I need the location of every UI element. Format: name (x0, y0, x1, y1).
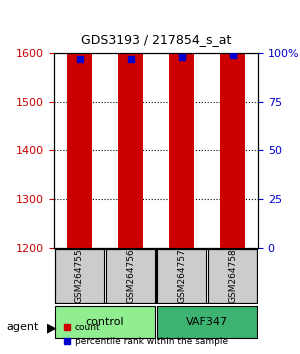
Point (77, 56, 82, 62)
FancyBboxPatch shape (157, 306, 257, 338)
Text: agent: agent (6, 322, 38, 332)
FancyBboxPatch shape (157, 249, 206, 303)
Text: GSM264756: GSM264756 (126, 249, 135, 303)
Text: GSM264757: GSM264757 (177, 249, 186, 303)
Text: GDS3193 / 217854_s_at: GDS3193 / 217854_s_at (81, 33, 231, 46)
Bar (67, 0, 92, 248)
Text: GSM264755: GSM264755 (75, 249, 84, 303)
FancyBboxPatch shape (55, 306, 155, 338)
Legend: count, percentile rank within the sample: count, percentile rank within the sample (58, 320, 232, 349)
Text: control: control (86, 317, 124, 327)
Point (230, 52, 235, 58)
Point (179, 54, 184, 60)
Bar (220, 0, 245, 248)
Text: ▶: ▶ (46, 321, 56, 334)
Text: VAF347: VAF347 (186, 317, 228, 327)
FancyBboxPatch shape (106, 249, 155, 303)
Bar (169, 0, 194, 248)
FancyBboxPatch shape (208, 249, 257, 303)
FancyBboxPatch shape (55, 249, 104, 303)
Bar (118, 0, 143, 248)
Point (128, 56, 133, 62)
Text: GSM264758: GSM264758 (228, 249, 237, 303)
